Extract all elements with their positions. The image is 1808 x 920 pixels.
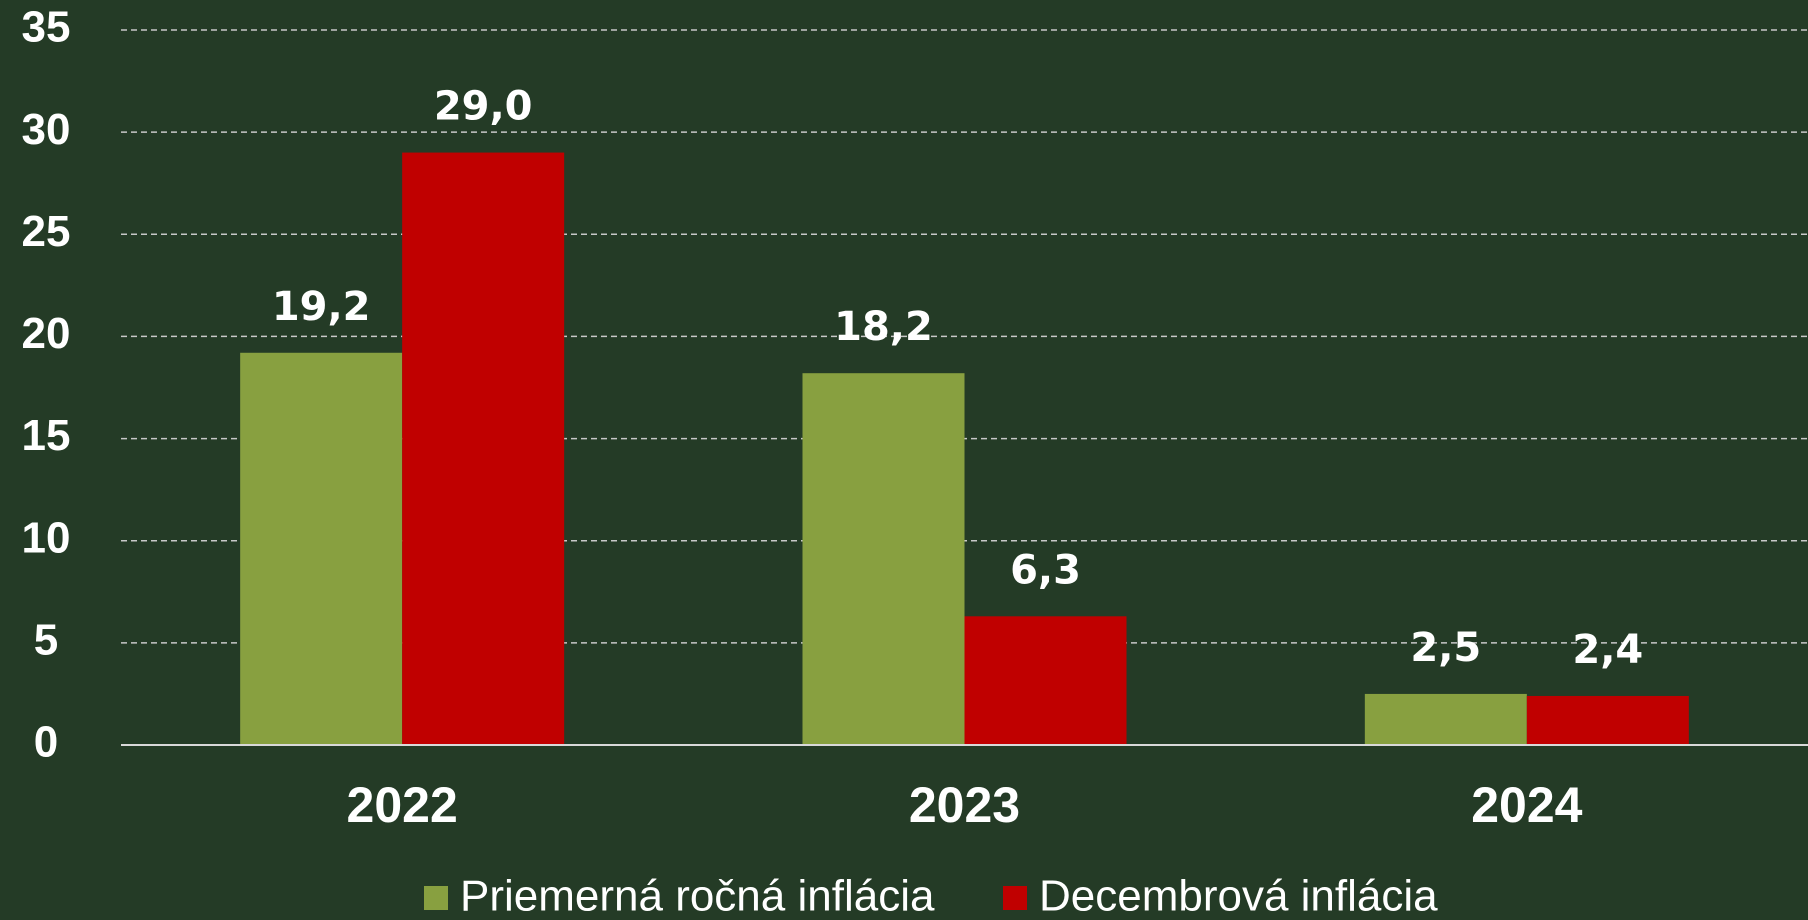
data-label: 19,2 bbox=[272, 284, 371, 330]
y-tick-label: 30 bbox=[22, 105, 71, 154]
bar bbox=[1526, 695, 1689, 745]
data-label: 18,2 bbox=[834, 304, 933, 350]
x-tick-label: 2023 bbox=[909, 777, 1020, 833]
legend-label: Decembrová inflácia bbox=[1039, 872, 1438, 920]
y-tick-label: 25 bbox=[22, 207, 71, 256]
bar bbox=[402, 152, 565, 746]
data-label: 29,0 bbox=[434, 84, 533, 130]
data-label: 2,5 bbox=[1410, 625, 1481, 671]
bar bbox=[240, 352, 403, 745]
legend-swatch bbox=[424, 886, 448, 910]
y-tick-label: 0 bbox=[34, 718, 58, 767]
bar bbox=[1364, 693, 1527, 745]
data-label: 6,3 bbox=[1010, 547, 1081, 593]
legend-swatch bbox=[1003, 886, 1027, 910]
y-tick-label: 20 bbox=[22, 309, 71, 358]
y-tick-label: 10 bbox=[22, 513, 71, 562]
bar bbox=[964, 616, 1127, 745]
x-tick-label: 2022 bbox=[347, 777, 458, 833]
y-tick-label: 35 bbox=[22, 3, 71, 52]
y-tick-label: 5 bbox=[34, 615, 58, 664]
y-tick-label: 15 bbox=[22, 411, 71, 460]
bar bbox=[802, 373, 965, 745]
x-tick-label: 2024 bbox=[1471, 777, 1582, 833]
legend-label: Priemerná ročná inflácia bbox=[460, 872, 935, 920]
data-label: 2,4 bbox=[1572, 627, 1643, 673]
